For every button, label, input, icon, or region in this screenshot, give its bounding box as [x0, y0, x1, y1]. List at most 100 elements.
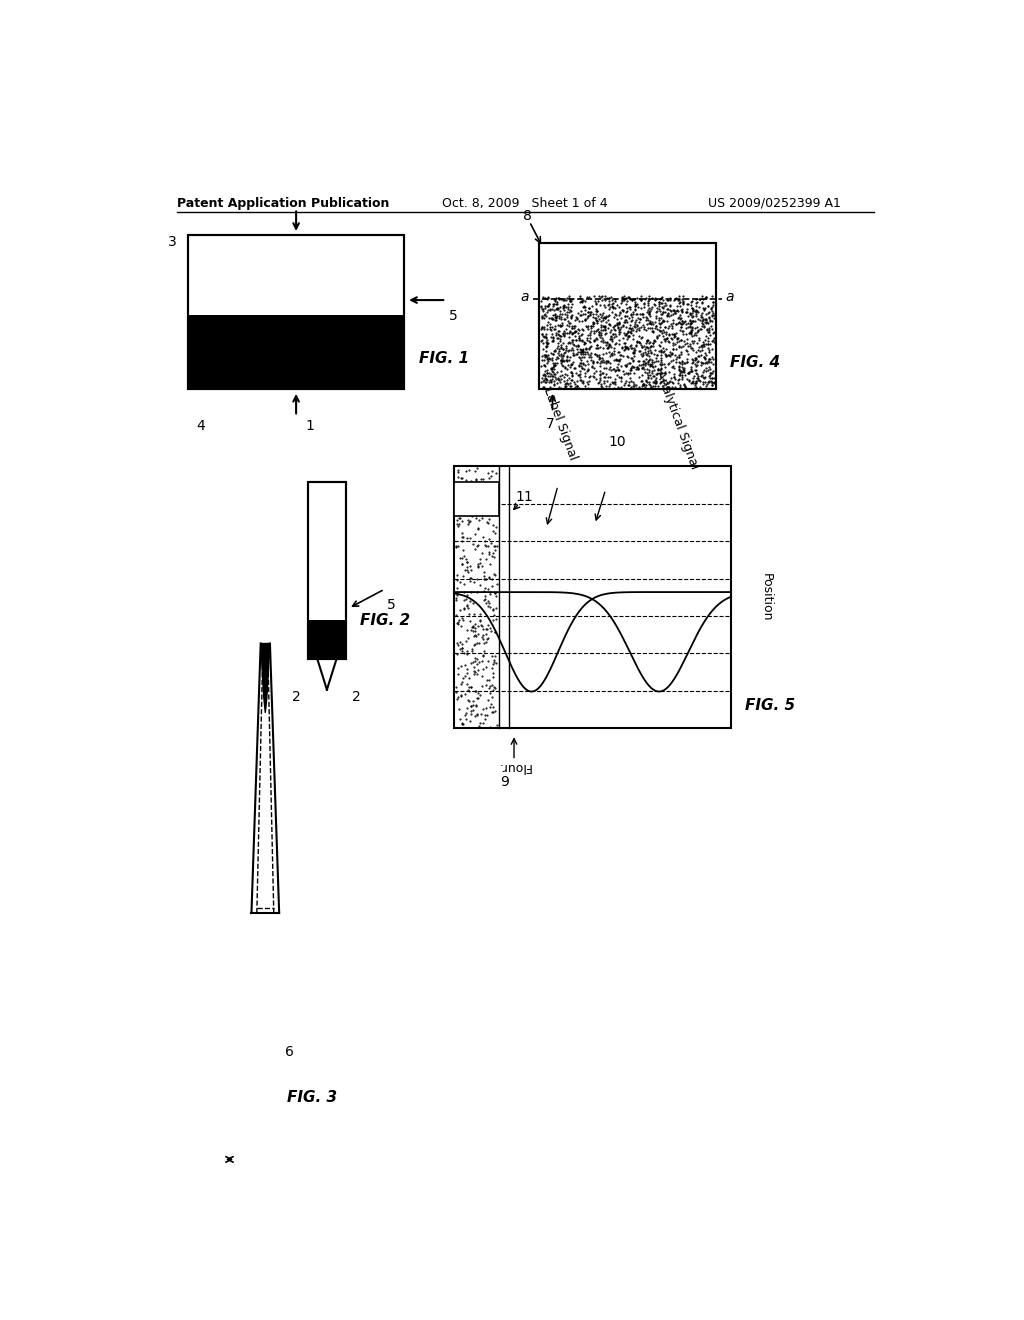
- Point: [669, 296, 685, 317]
- Point: [602, 321, 618, 342]
- Point: [466, 500, 482, 521]
- Point: [455, 638, 471, 659]
- Point: [467, 624, 483, 645]
- Point: [465, 533, 481, 554]
- Point: [483, 466, 500, 487]
- Point: [634, 364, 650, 385]
- Point: [681, 322, 697, 343]
- Point: [706, 327, 722, 348]
- Point: [532, 355, 549, 376]
- Point: [569, 335, 586, 356]
- Point: [620, 338, 636, 359]
- Point: [599, 288, 615, 309]
- Point: [655, 372, 672, 393]
- Point: [480, 677, 497, 698]
- Text: 7: 7: [547, 417, 555, 432]
- Point: [456, 598, 472, 619]
- Point: [589, 345, 605, 366]
- Point: [593, 374, 609, 395]
- Point: [449, 486, 465, 507]
- Point: [458, 461, 474, 482]
- Point: [618, 338, 635, 359]
- Point: [572, 363, 589, 384]
- Point: [694, 310, 711, 331]
- Point: [693, 335, 710, 356]
- Point: [467, 461, 483, 482]
- Point: [688, 293, 705, 314]
- Point: [467, 614, 483, 635]
- Point: [601, 313, 617, 334]
- Point: [670, 300, 686, 321]
- Point: [549, 298, 565, 319]
- Point: [485, 677, 502, 698]
- Point: [633, 327, 649, 348]
- Point: [650, 359, 667, 380]
- Point: [666, 364, 682, 385]
- Point: [618, 317, 635, 338]
- Point: [542, 298, 558, 319]
- Point: [632, 289, 648, 310]
- Point: [570, 327, 587, 348]
- Point: [559, 310, 575, 331]
- Point: [695, 362, 712, 383]
- Point: [551, 341, 567, 362]
- Point: [463, 582, 479, 603]
- Point: [579, 339, 595, 360]
- Point: [634, 337, 650, 358]
- Point: [603, 343, 620, 364]
- Point: [536, 376, 552, 397]
- Point: [550, 368, 566, 389]
- Point: [697, 376, 714, 397]
- Point: [674, 362, 690, 383]
- Point: [558, 339, 574, 360]
- Point: [550, 342, 566, 363]
- Point: [664, 315, 680, 337]
- Point: [672, 362, 688, 383]
- Point: [620, 321, 636, 342]
- Point: [685, 339, 701, 360]
- Point: [579, 308, 595, 329]
- Point: [595, 319, 611, 341]
- Point: [588, 309, 604, 330]
- Point: [673, 308, 689, 329]
- Point: [641, 354, 657, 375]
- Point: [676, 359, 692, 380]
- Point: [629, 331, 645, 352]
- Point: [627, 300, 643, 321]
- Point: [462, 570, 478, 591]
- Point: [654, 310, 671, 331]
- Point: [486, 478, 503, 499]
- Point: [699, 322, 716, 343]
- Point: [616, 335, 633, 356]
- Point: [705, 348, 721, 370]
- Point: [486, 582, 503, 603]
- Point: [597, 315, 613, 337]
- Point: [664, 318, 680, 339]
- Point: [670, 289, 686, 310]
- Point: [601, 298, 617, 319]
- Point: [568, 343, 585, 364]
- Point: [639, 368, 655, 389]
- Point: [603, 326, 620, 347]
- Point: [659, 302, 676, 323]
- Point: [449, 577, 465, 598]
- Point: [612, 302, 629, 323]
- Point: [670, 370, 686, 391]
- Point: [700, 342, 717, 363]
- Point: [546, 355, 562, 376]
- Point: [450, 536, 466, 557]
- Point: [642, 300, 658, 321]
- Point: [569, 370, 586, 391]
- Point: [685, 310, 701, 331]
- Point: [543, 371, 559, 392]
- Point: [634, 371, 650, 392]
- Point: [598, 306, 614, 327]
- Point: [641, 302, 657, 323]
- Point: [580, 318, 596, 339]
- Point: [697, 358, 714, 379]
- Point: [689, 346, 706, 367]
- Point: [620, 286, 636, 308]
- Bar: [307, 482, 346, 659]
- Point: [622, 352, 638, 374]
- Point: [570, 327, 587, 348]
